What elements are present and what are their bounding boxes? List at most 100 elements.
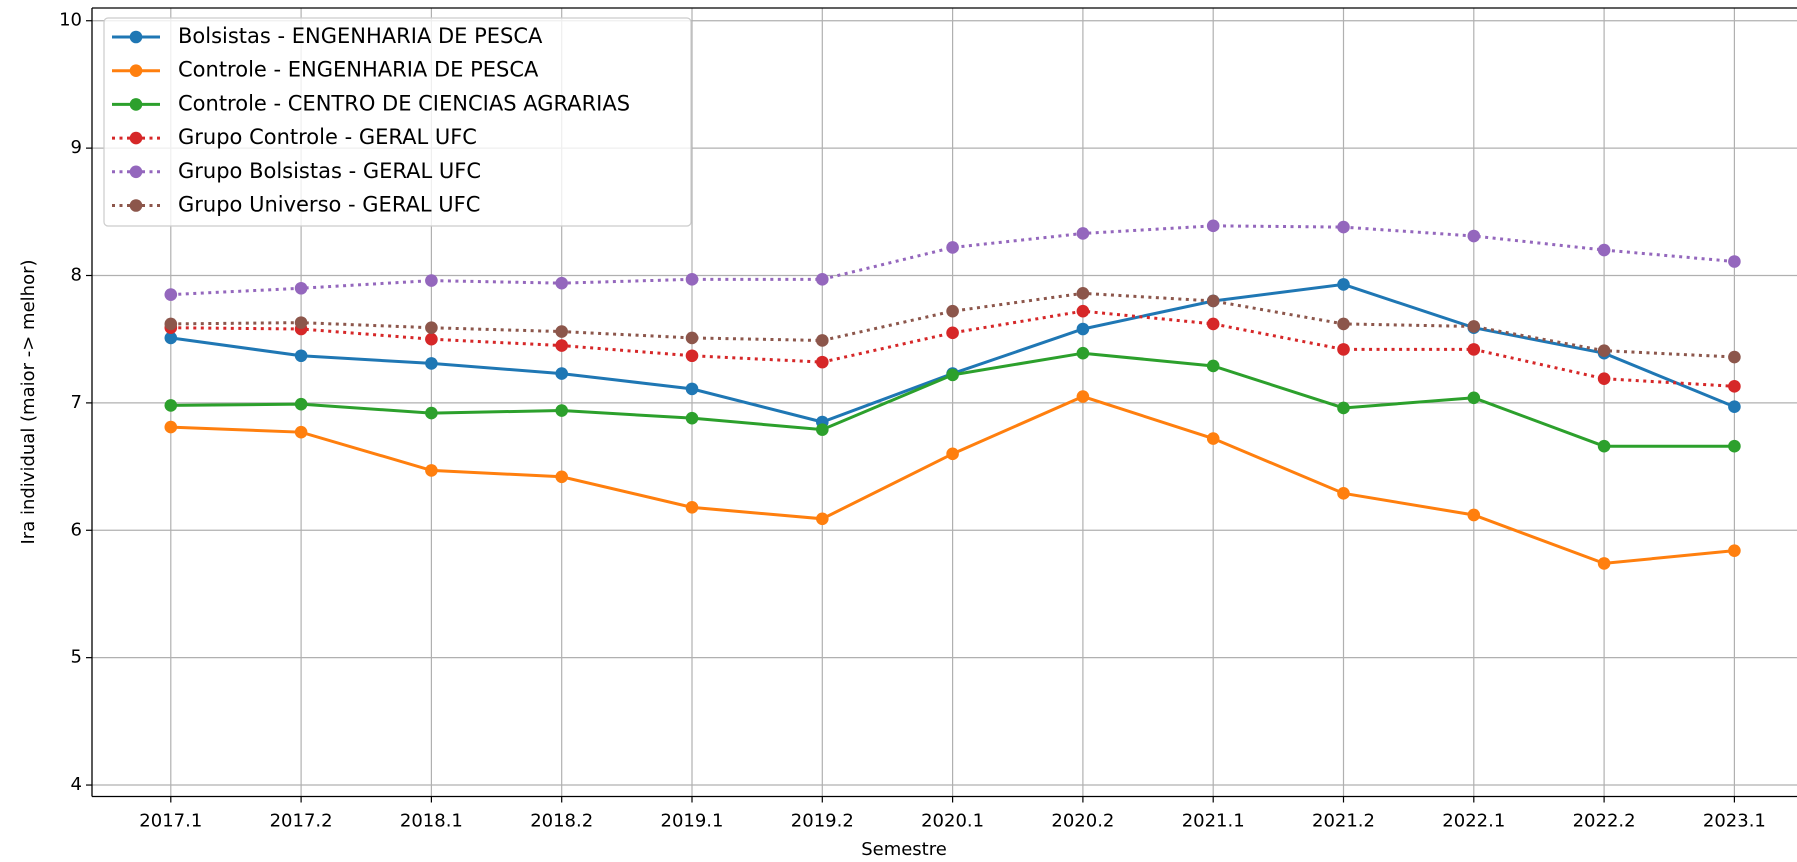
data-point: [1206, 359, 1220, 373]
data-point: [685, 349, 699, 363]
x-tick-label: 2022.2: [1573, 811, 1636, 832]
data-point: [555, 470, 568, 484]
data-point: [1597, 372, 1611, 385]
data-point: [164, 399, 178, 412]
x-tick-label: 2018.2: [530, 811, 593, 832]
x-axis-label: Semestre: [861, 839, 947, 860]
legend-label: Controle - ENGENHARIA DE PESCA: [178, 58, 539, 82]
data-point: [1337, 317, 1350, 331]
data-point: [1337, 220, 1350, 234]
data-point: [555, 325, 568, 338]
data-point: [425, 321, 438, 335]
data-point: [555, 276, 568, 290]
data-point: [1728, 439, 1741, 453]
data-point: [946, 241, 959, 254]
y-tick-label: 4: [71, 774, 82, 795]
data-point: [1728, 400, 1741, 414]
x-tick-label: 2019.1: [661, 811, 724, 832]
legend-label: Grupo Universo - GERAL UFC: [178, 193, 480, 217]
legend-marker: [129, 165, 143, 179]
data-point: [1597, 439, 1611, 453]
data-point: [294, 425, 308, 439]
x-tick-label: 2017.1: [139, 811, 202, 832]
y-tick-label: 5: [71, 647, 82, 668]
data-point: [555, 339, 568, 352]
data-point: [1728, 380, 1741, 393]
legend-label: Controle - CENTRO DE CIENCIAS AGRARIAS: [178, 91, 630, 115]
y-axis-label: Ira individual (maior -> melhor): [18, 259, 39, 544]
data-point: [1206, 219, 1220, 233]
data-point: [1076, 346, 1090, 360]
data-point: [1597, 243, 1611, 257]
data-point: [685, 331, 699, 345]
data-point: [685, 501, 699, 514]
data-point: [1076, 287, 1090, 300]
data-point: [425, 332, 438, 346]
x-tick-label: 2023.1: [1703, 811, 1766, 832]
data-point: [1467, 508, 1481, 522]
data-point: [1597, 557, 1611, 570]
data-point: [946, 368, 959, 382]
data-point: [164, 317, 178, 331]
x-tick-label: 2022.1: [1442, 811, 1505, 832]
data-point: [425, 406, 438, 420]
data-point: [1728, 544, 1741, 557]
data-point: [1467, 391, 1481, 405]
data-point: [1337, 487, 1350, 500]
y-tick-label: 6: [71, 519, 82, 540]
x-tick-label: 2019.2: [791, 811, 854, 832]
legend-marker: [129, 64, 143, 77]
y-tick-label: 10: [59, 10, 82, 31]
data-point: [816, 512, 829, 526]
data-point: [1076, 322, 1090, 336]
data-point: [946, 447, 959, 461]
x-tick-label: 2021.1: [1182, 811, 1245, 832]
data-point: [1337, 343, 1350, 356]
data-point: [164, 420, 178, 434]
x-tick-label: 2020.2: [1051, 811, 1114, 832]
data-point: [1337, 278, 1350, 291]
y-tick-label: 7: [71, 392, 82, 413]
data-point: [294, 316, 308, 329]
data-point: [946, 304, 959, 318]
data-point: [816, 423, 829, 436]
data-point: [1337, 401, 1350, 415]
data-point: [555, 404, 568, 417]
data-point: [1597, 344, 1611, 357]
legend-marker: [129, 30, 143, 44]
data-point: [685, 273, 699, 286]
data-point: [294, 349, 308, 363]
data-point: [164, 288, 178, 301]
x-tick-label: 2018.1: [400, 811, 463, 832]
legend-box: [103, 17, 692, 227]
data-point: [816, 355, 829, 369]
data-point: [685, 382, 699, 396]
data-point: [425, 464, 438, 477]
x-tick-label: 2020.1: [921, 811, 984, 832]
data-point: [1467, 229, 1481, 243]
data-point: [1076, 227, 1090, 240]
data-point: [816, 334, 829, 347]
data-point: [1467, 343, 1481, 356]
legend-marker: [129, 199, 143, 212]
data-point: [1467, 320, 1481, 333]
data-point: [555, 367, 568, 380]
legend-marker: [129, 131, 143, 145]
data-point: [1728, 350, 1741, 364]
data-point: [164, 331, 178, 345]
legend-label: Grupo Controle - GERAL UFC: [178, 125, 477, 149]
legend-marker: [129, 98, 143, 111]
data-point: [1728, 255, 1741, 268]
legend-label: Bolsistas - ENGENHARIA DE PESCA: [178, 24, 543, 48]
data-point: [685, 411, 699, 425]
data-point: [1206, 317, 1220, 331]
data-point: [1076, 390, 1090, 403]
data-point: [1206, 294, 1220, 308]
data-point: [1206, 432, 1220, 445]
legend: Bolsistas - ENGENHARIA DE PESCA Controle …: [103, 17, 692, 227]
data-point: [294, 397, 308, 411]
y-tick-label: 8: [71, 265, 82, 286]
data-point: [425, 357, 438, 370]
y-tick-label: 9: [71, 137, 82, 158]
data-point: [946, 326, 959, 340]
